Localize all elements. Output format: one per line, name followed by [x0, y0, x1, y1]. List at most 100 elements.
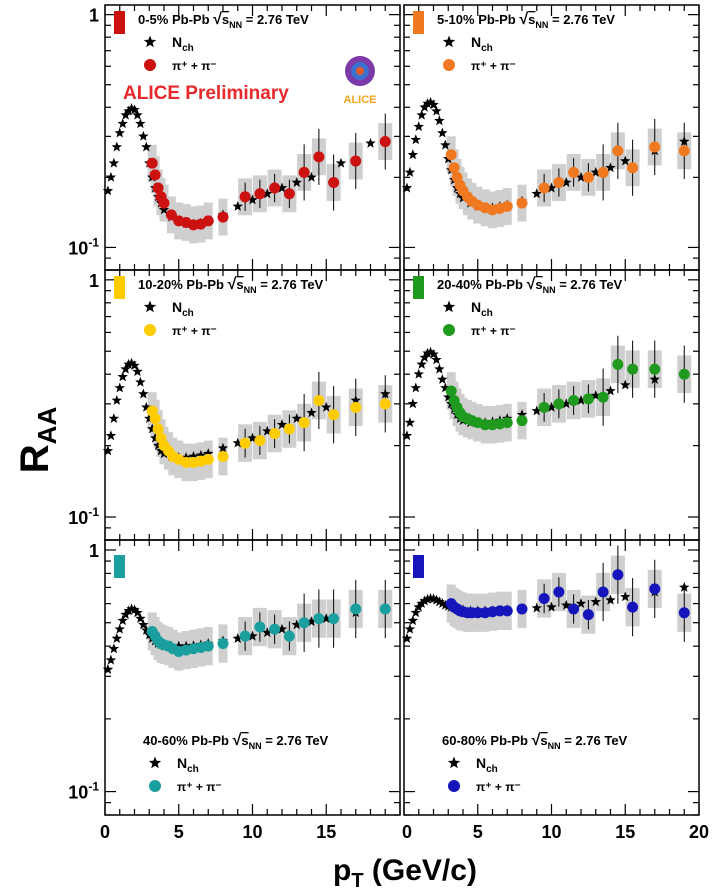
nch-star-point	[590, 166, 601, 177]
nch-star-point	[416, 109, 427, 120]
pion-point	[283, 423, 295, 435]
pion-point	[328, 409, 340, 421]
nch-star-point	[132, 607, 143, 618]
nch-star-point	[132, 366, 143, 377]
pion-point	[254, 621, 266, 633]
nch-star-point	[407, 149, 419, 160]
legend-nch-main: N	[172, 299, 182, 315]
pion-point	[678, 607, 690, 619]
nch-star-point	[422, 98, 433, 109]
nch-star-point	[158, 204, 170, 215]
sqrt-s: s	[528, 12, 535, 27]
x-tick-label: 10	[242, 822, 262, 842]
legend-pion-label: π⁺ + π⁻	[172, 59, 217, 73]
nch-star-point	[232, 200, 243, 211]
nch-star-point	[440, 382, 451, 393]
x-tick-label: 5	[473, 822, 483, 842]
nch-star-point	[135, 613, 146, 624]
sqrt-s-sub: NN	[249, 741, 262, 751]
nch-star-point	[546, 401, 557, 412]
nch-star-point	[129, 104, 140, 115]
nch-star-point	[276, 419, 288, 430]
legend-nch-main: N	[471, 299, 481, 315]
centrality-color-box	[413, 555, 424, 578]
legend-nch-label: Nch	[471, 299, 493, 319]
nch-star-point	[516, 409, 528, 420]
nch-star-point	[126, 357, 137, 368]
energy-label: 0-5% Pb-Pb √sNN = 2.76 TeV	[138, 11, 309, 30]
pion-point	[445, 149, 457, 161]
pion-point	[313, 151, 325, 163]
x-tick-label: 5	[174, 822, 184, 842]
legend-pion-icon	[443, 324, 455, 336]
x-tick-label: 15	[316, 822, 336, 842]
energy-value: = 2.76 TeV	[242, 12, 309, 27]
nch-star-point	[620, 155, 631, 166]
nch-star-point	[276, 182, 288, 193]
pion-point	[627, 601, 639, 613]
nch-star-point	[546, 601, 557, 612]
legend-nch-label: Nch	[476, 755, 498, 775]
y-axis-title: RAA	[13, 407, 62, 474]
nch-star-point	[105, 171, 117, 182]
nch-star-point	[531, 188, 542, 199]
nch-star-point	[262, 627, 273, 638]
pion-point	[538, 182, 550, 194]
alice-logo-text: ALICE	[344, 94, 377, 106]
nch-star-point	[561, 398, 572, 409]
nch-star-point	[404, 417, 416, 428]
centrality-color-box	[114, 11, 125, 34]
nch-star-point	[138, 619, 149, 630]
pion-point	[269, 623, 281, 635]
pion-point	[612, 145, 624, 157]
pion-point	[516, 603, 528, 615]
pion-point	[283, 188, 295, 200]
pion-point	[448, 162, 460, 174]
energy-label: 20-40% Pb-Pb √sNN = 2.76 TeV	[437, 276, 623, 295]
legend-pion-icon	[144, 324, 156, 336]
pion-point	[152, 423, 164, 435]
nch-star-point	[262, 188, 273, 199]
legend-nch-sub: ch	[187, 764, 199, 775]
nch-star-point	[605, 594, 616, 605]
preliminary-label: ALICE Preliminary	[123, 83, 289, 104]
nch-star-point	[146, 423, 158, 434]
nch-star-point	[188, 450, 199, 461]
y-axis-title-main: R	[13, 444, 57, 473]
nch-star-point	[173, 640, 184, 651]
legend-nch-sub: ch	[182, 308, 194, 319]
legend-pion-icon	[149, 780, 161, 792]
y-tick-label-exp: -1	[88, 505, 99, 519]
energy-label: 5-10% Pb-Pb √sNN = 2.76 TeV	[437, 11, 615, 30]
pion-point	[553, 586, 565, 598]
pion-point	[568, 603, 580, 615]
pion-point	[254, 435, 266, 447]
pion-point	[445, 385, 457, 397]
nch-star-point	[419, 595, 430, 606]
nch-star-point	[437, 598, 448, 609]
panel-40-60%: 10-1 1 40-60% Pb-Pb √sNN = 2.76 TeV Nch π⁺ +…	[68, 539, 401, 816]
sqrt-s-sub: NN	[548, 741, 561, 751]
y-tick-label-base: 10	[68, 783, 88, 803]
nch-star-point	[232, 633, 243, 643]
panel-10-20%: 10-1 1 10-20% Pb-Pb √sNN = 2.76 TeV Nch π⁺ +…	[68, 269, 401, 541]
centrality-color-box	[413, 11, 424, 34]
pion-point	[597, 586, 609, 598]
pion-point	[283, 630, 295, 642]
pion-point	[568, 394, 580, 406]
centrality-label: 5-10% Pb-Pb	[437, 12, 519, 27]
legend-pion-label: π⁺ + π⁻	[471, 324, 516, 338]
nch-star-point	[291, 177, 302, 187]
legend-pion-label: π⁺ + π⁻	[172, 324, 217, 338]
y-tick-label: 1	[89, 541, 99, 561]
nch-star-point	[428, 593, 439, 604]
legend-nch-sub: ch	[481, 308, 493, 319]
pion-point	[217, 638, 229, 650]
nch-star-point	[129, 360, 140, 371]
panel-5-10%: 5-10% Pb-Pb √sNN = 2.76 TeV Nch π⁺ + π⁻	[401, 4, 700, 271]
nch-star-point	[437, 373, 448, 384]
pion-point	[597, 391, 609, 403]
pion-point	[501, 417, 513, 429]
legend-star-icon	[143, 35, 157, 48]
